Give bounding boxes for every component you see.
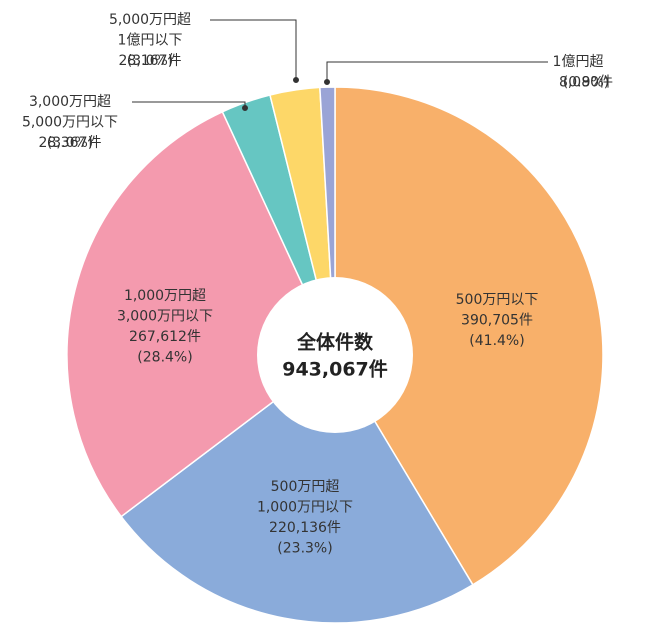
slice-label: 1,000万円以下 <box>257 500 353 516</box>
count-label: 28,167件 <box>119 53 182 69</box>
percent-label: (3.0%) <box>127 53 174 69</box>
count-label: 267,612件 <box>129 329 201 345</box>
leader-line <box>210 19 297 80</box>
count-label: 28,367件 <box>39 135 102 151</box>
count-label: 220,136件 <box>269 520 341 536</box>
slice-label: 1億円以下 <box>118 33 183 49</box>
count-label: 8,080件 <box>559 75 613 91</box>
percent-label: (3.0%) <box>47 135 94 151</box>
slice-label: 3,000万円以下 <box>117 309 213 325</box>
slice <box>120 353 474 624</box>
leader-line <box>132 101 246 108</box>
leader-line <box>326 61 548 82</box>
leader-dot <box>324 79 330 85</box>
percent-label: (28.4%) <box>137 350 192 366</box>
slice-label: 500万円超 <box>271 479 340 495</box>
slice-label: 5,000万円以下 <box>22 115 118 131</box>
leaders <box>132 19 548 111</box>
slice-label: 1,000万円超 <box>124 288 206 304</box>
slice <box>66 110 336 518</box>
count-label: 390,705件 <box>461 313 533 329</box>
slice-label: 5,000万円超 <box>109 12 191 28</box>
slice-label: 500万円以下 <box>456 292 539 308</box>
center-total: 943,067件 <box>282 358 388 381</box>
percent-label: (41.4%) <box>469 333 524 349</box>
slice-label: 1億円超 <box>553 54 604 70</box>
slice-label: 3,000万円超 <box>29 94 111 110</box>
center-title: 全体件数 <box>296 331 374 354</box>
slice <box>334 86 604 586</box>
percent-label: (0.9%) <box>563 75 610 91</box>
percent-label: (23.3%) <box>277 541 332 557</box>
leader-dot <box>242 105 248 111</box>
leader-dot <box>293 77 299 83</box>
donut-hole <box>257 277 413 433</box>
